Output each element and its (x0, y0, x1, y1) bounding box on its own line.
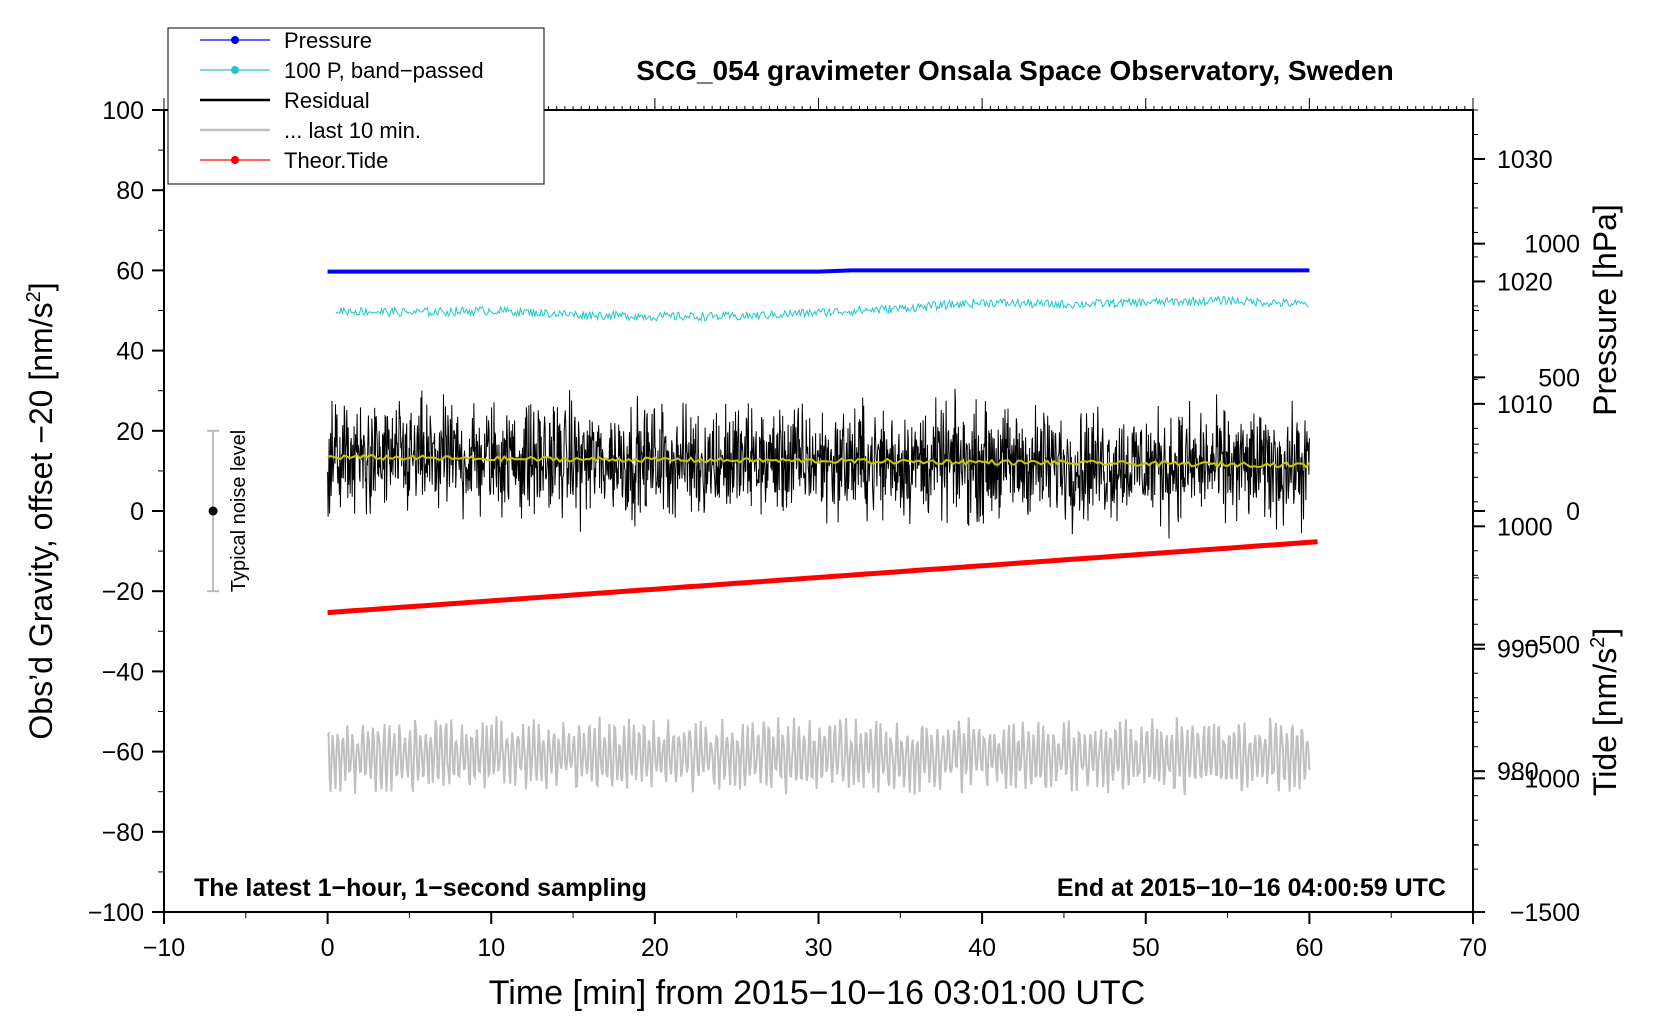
y-tick-label: 40 (116, 338, 144, 366)
y-tick-label: −20 (102, 578, 144, 606)
pressure-tick-label: 1020 (1497, 268, 1553, 296)
series-pressure (327, 268, 1310, 274)
pressure-tick-label: 1010 (1497, 391, 1553, 419)
legend-label: Theor.Tide (284, 148, 388, 173)
y-axis-label-gravity-end: ] (23, 282, 59, 291)
legend: Pressure 100 P, band−passed Residual ... la… (167, 27, 545, 185)
y-tick-label: 100 (102, 97, 144, 125)
y-tick-label: −60 (102, 739, 144, 767)
legend-label: Residual (284, 88, 370, 113)
y-axis-gravity: −100 −80 −60 −40 −20 0 20 40 60 80 100 (88, 97, 164, 927)
legend-label: Pressure (284, 28, 372, 53)
note-end-time: End at 2015−10−16 04:00:59 UTC (1057, 874, 1446, 902)
y-tick-label: 60 (116, 257, 144, 285)
pressure-tick-label: 990 (1497, 636, 1539, 664)
x-tick-label: 50 (1132, 934, 1160, 962)
y-axis-label-pressure: Pressure [hPa] (1587, 204, 1623, 416)
noise-bar-center-dot (208, 506, 218, 516)
y-axis-label-tide-end: ] (1587, 628, 1623, 637)
y-tick-label: −80 (102, 819, 144, 847)
chart-title: SCG_054 gravimeter Onsala Space Observat… (636, 55, 1393, 86)
tide-tick-label: 500 (1538, 364, 1580, 392)
series-residual (327, 388, 1310, 539)
y-axis-label-tide-sup: 2 (1587, 637, 1609, 648)
series-theor-tide (327, 539, 1318, 616)
pressure-tick-label: 1030 (1497, 146, 1553, 174)
noise-level-label: Typical noise level (228, 430, 250, 592)
x-axis-label: Time [min] from 2015−10−16 03:01:00 UTC (489, 974, 1145, 1012)
y-tick-label: −40 (102, 658, 144, 686)
legend-label: 100 P, band−passed (284, 58, 484, 83)
y-axis-tide: −1500 −1000 −500 0 500 1000 (1473, 231, 1580, 927)
y-axis-pressure: 980 990 1000 1010 1020 1030 (1473, 109, 1553, 870)
x-tick-label: 10 (477, 934, 505, 962)
noise-level-indicator (207, 429, 220, 593)
y-tick-label: 0 (130, 498, 144, 526)
y-tick-label: 20 (116, 418, 144, 446)
x-tick-label: −10 (143, 934, 185, 962)
y-axis-label-gravity-text: Obs’d Gravity, offset −20 [nm/s (23, 302, 59, 739)
legend-label: ... last 10 min. (284, 118, 421, 143)
series-last-10-min (326, 716, 1311, 796)
tide-tick-label: −500 (1524, 632, 1580, 660)
x-tick-label: 70 (1459, 934, 1487, 962)
series-residual-smoothed (327, 454, 1311, 469)
x-tick-label: 40 (968, 934, 996, 962)
y-tick-label: −100 (88, 899, 144, 927)
tide-tick-label: −1000 (1510, 765, 1580, 793)
x-axis: −10 0 10 20 30 40 50 60 70 (143, 98, 1487, 962)
legend-marker (231, 66, 239, 74)
x-tick-label: 20 (641, 934, 669, 962)
tide-tick-label: 1000 (1524, 231, 1580, 259)
legend-box (167, 27, 545, 185)
x-tick-label: 0 (321, 934, 335, 962)
pressure-tick-label: 1000 (1497, 513, 1553, 541)
y-axis-label-gravity-sup: 2 (23, 291, 45, 302)
note-sampling: The latest 1−hour, 1−second sampling (194, 874, 647, 902)
y-axis-label-tide-text: Tide [nm/s (1587, 648, 1623, 796)
series-band-passed-pressure (335, 294, 1309, 323)
x-tick-label: 30 (805, 934, 833, 962)
y-tick-label: 80 (116, 177, 144, 205)
tide-tick-label: −1500 (1510, 899, 1580, 927)
y-axis-label-gravity: Obs’d Gravity, offset −20 [nm/s2] (23, 282, 59, 739)
x-tick-label: 60 (1295, 934, 1323, 962)
tide-tick-label: 0 (1566, 498, 1580, 526)
pressure-tick-label: 980 (1497, 758, 1539, 786)
legend-marker (231, 36, 239, 44)
legend-marker (231, 156, 239, 164)
series-layer (326, 268, 1318, 796)
y-axis-label-tide: Tide [nm/s2] (1587, 628, 1623, 796)
